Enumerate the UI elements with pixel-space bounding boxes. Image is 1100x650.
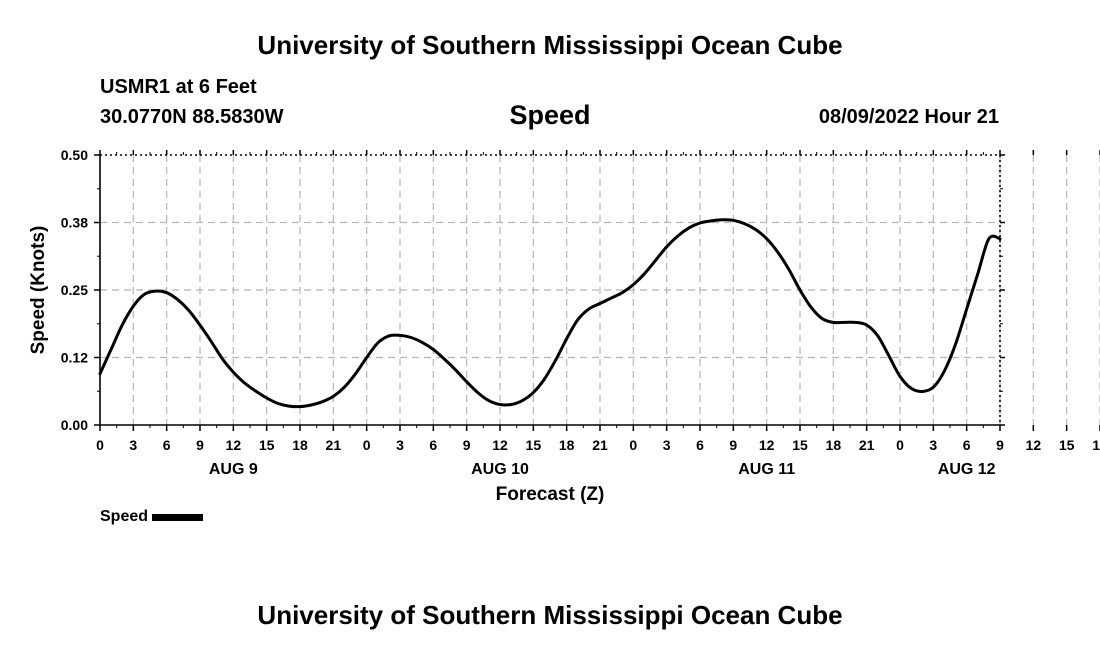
day-label: AUG 12 — [938, 461, 996, 478]
x-tick-label: 6 — [163, 437, 171, 453]
series-layer — [98, 218, 1002, 409]
x-tick-label: 12 — [1026, 437, 1042, 453]
station-coordinates: 30.0770N 88.5830W — [100, 106, 284, 128]
x-axis-title: Forecast (Z) — [496, 484, 605, 505]
x-tick-label: 15 — [526, 437, 542, 453]
x-tick-label: 21 — [859, 437, 875, 453]
x-tick-label: 0 — [896, 437, 904, 453]
variable-title: Speed — [509, 100, 591, 130]
speed-series-line — [98, 218, 1002, 409]
legend-line-swatch — [152, 513, 204, 521]
x-tick-label: 0 — [363, 437, 371, 453]
x-tick-label: 18 — [559, 437, 575, 453]
day-label: AUG 10 — [471, 461, 529, 478]
footer-title: University of Southern Mississippi Ocean… — [257, 600, 843, 630]
chart-main-title: University of Southern Mississippi Ocean… — [257, 30, 843, 60]
x-tick-label: 0 — [96, 437, 104, 453]
x-tick-label: 3 — [129, 437, 137, 453]
x-tick-label: 0 — [629, 437, 637, 453]
day-label: AUG 11 — [738, 461, 795, 478]
x-tick-label: 18 — [292, 437, 308, 453]
legend: Speed — [100, 508, 204, 526]
x-tick-label: 6 — [696, 437, 704, 453]
x-tick-label: 3 — [396, 437, 404, 453]
forecast-datetime: 08/09/2022 Hour 21 — [818, 106, 999, 128]
y-tick-label: 0.50 — [61, 147, 88, 163]
x-tick-label: 12 — [492, 437, 508, 453]
y-tick-label: 0.00 — [61, 417, 88, 433]
axis-labels: 0 3 6 9 12 15 18 21 0 3 6 9 12 15 18 21 0 3 6 9 12 15 18 21 0 3 6 9… — [28, 147, 1100, 505]
x-tick-label: 12 — [226, 437, 242, 453]
x-tick-label: 3 — [663, 437, 671, 453]
x-tick-label: 9 — [196, 437, 204, 453]
x-tick-label: 9 — [996, 437, 1004, 453]
x-tick-label: 21 — [326, 437, 342, 453]
x-tick-label: 3 — [929, 437, 937, 453]
x-tick-label: 9 — [729, 437, 737, 453]
x-tick-label: 15 — [1059, 437, 1075, 453]
x-tick-label: 15 — [259, 437, 275, 453]
y-tick-label: 0.38 — [61, 215, 88, 231]
grid — [100, 155, 1100, 425]
station-label: USMR1 at 6 Feet — [100, 76, 257, 98]
legend-label: Speed — [100, 508, 149, 525]
x-tick-label: 9 — [463, 437, 471, 453]
y-tick-label: 0.25 — [61, 282, 88, 298]
x-tick-label: 15 — [792, 437, 808, 453]
x-tick-label: 18 — [826, 437, 842, 453]
y-axis-title: Speed (Knots) — [28, 226, 49, 355]
x-tick-label: 6 — [429, 437, 437, 453]
x-tick-label: 18 — [1092, 437, 1100, 453]
x-tick-label: 6 — [963, 437, 971, 453]
axes — [94, 150, 1100, 431]
day-label: AUG 9 — [209, 461, 258, 478]
y-tick-label: 0.12 — [61, 350, 88, 366]
x-tick-label: 12 — [759, 437, 775, 453]
x-tick-label: 21 — [592, 437, 608, 453]
